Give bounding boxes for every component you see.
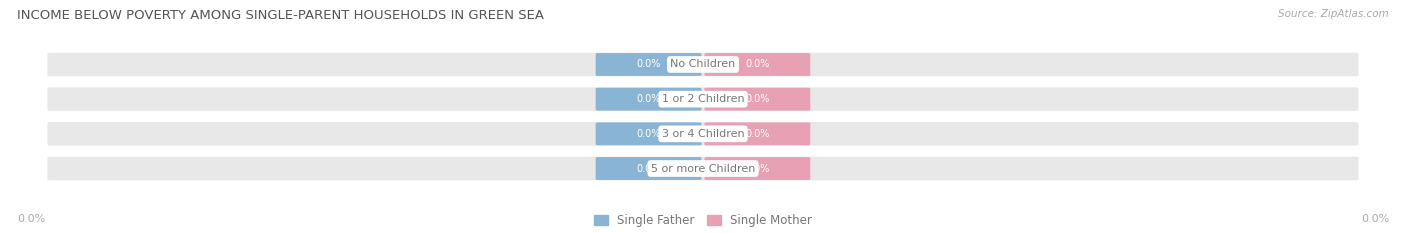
FancyBboxPatch shape: [704, 122, 810, 145]
Text: 1 or 2 Children: 1 or 2 Children: [662, 94, 744, 104]
Text: 0.0%: 0.0%: [17, 214, 45, 224]
Text: Source: ZipAtlas.com: Source: ZipAtlas.com: [1278, 9, 1389, 19]
Text: 3 or 4 Children: 3 or 4 Children: [662, 129, 744, 139]
Text: 0.0%: 0.0%: [1361, 214, 1389, 224]
Text: 0.0%: 0.0%: [745, 94, 769, 104]
Text: INCOME BELOW POVERTY AMONG SINGLE-PARENT HOUSEHOLDS IN GREEN SEA: INCOME BELOW POVERTY AMONG SINGLE-PARENT…: [17, 9, 544, 22]
FancyBboxPatch shape: [48, 157, 1358, 180]
Text: 0.0%: 0.0%: [637, 164, 661, 174]
FancyBboxPatch shape: [596, 122, 702, 145]
FancyBboxPatch shape: [48, 53, 1358, 76]
Text: 0.0%: 0.0%: [745, 59, 769, 69]
Text: 5 or more Children: 5 or more Children: [651, 164, 755, 174]
FancyBboxPatch shape: [48, 122, 1358, 146]
Text: No Children: No Children: [671, 59, 735, 69]
FancyBboxPatch shape: [48, 87, 1358, 111]
Text: 0.0%: 0.0%: [745, 164, 769, 174]
FancyBboxPatch shape: [596, 88, 702, 111]
Legend: Single Father, Single Mother: Single Father, Single Mother: [593, 214, 813, 227]
Text: 0.0%: 0.0%: [637, 59, 661, 69]
Text: 0.0%: 0.0%: [637, 129, 661, 139]
FancyBboxPatch shape: [704, 88, 810, 111]
FancyBboxPatch shape: [596, 157, 702, 180]
Text: 0.0%: 0.0%: [637, 94, 661, 104]
Text: 0.0%: 0.0%: [745, 129, 769, 139]
FancyBboxPatch shape: [596, 53, 702, 76]
FancyBboxPatch shape: [704, 157, 810, 180]
FancyBboxPatch shape: [704, 53, 810, 76]
